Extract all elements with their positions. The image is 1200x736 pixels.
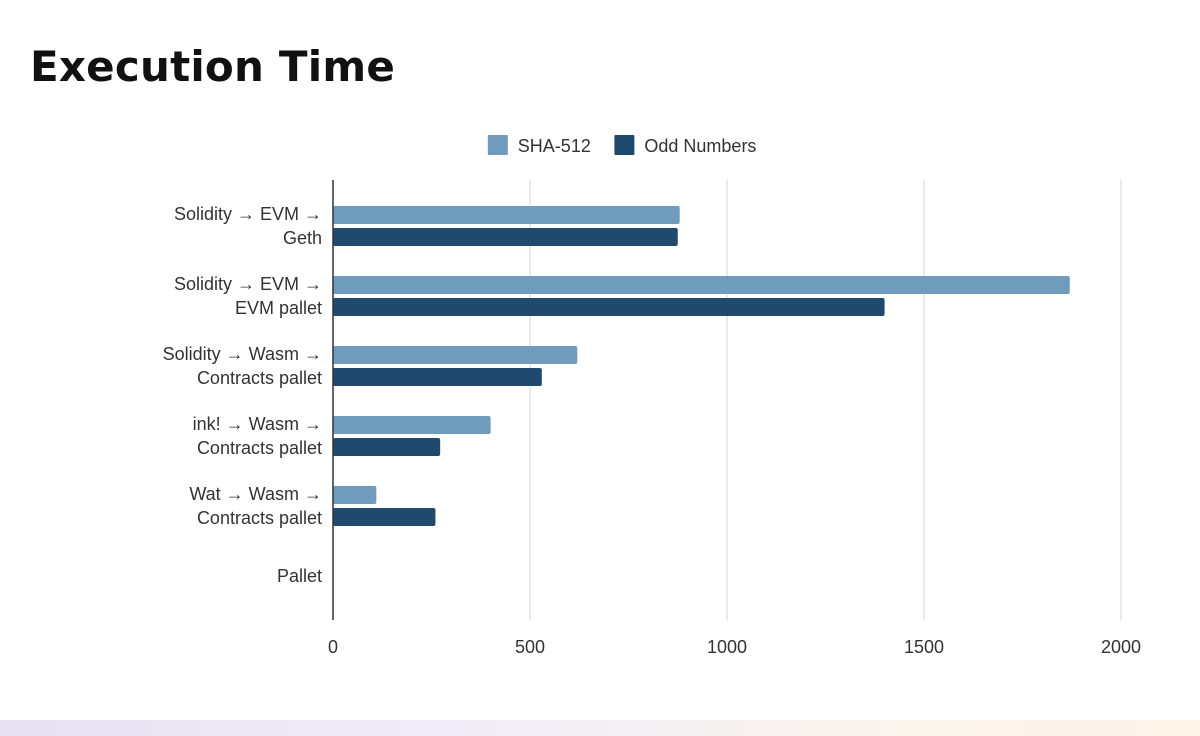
x-axis-ticks: 0 500 1000 1500 2000 — [328, 637, 1141, 657]
bars — [333, 206, 1070, 526]
y-category-label-3-1: Contracts pallet — [197, 438, 322, 458]
y-category-label-2-0: Solidity → Wasm → — [163, 344, 322, 364]
y-category-label-4-0: Wat → Wasm → — [189, 484, 322, 504]
y-category-label-3-0: ink! → Wasm → — [193, 414, 322, 434]
bar-sha-512-4 — [333, 486, 377, 504]
x-tick-label-1500: 1500 — [904, 637, 944, 657]
legend-swatch-odd-numbers — [614, 135, 635, 155]
y-category-label-5-0: Pallet — [277, 566, 322, 586]
y-category-label-0-0: Solidity → EVM → — [174, 204, 322, 224]
x-tick-label-0: 0 — [328, 637, 338, 657]
bar-odd-numbers-2 — [333, 368, 542, 386]
bar-odd-numbers-1 — [333, 298, 885, 316]
x-tick-label-500: 500 — [515, 637, 545, 657]
bar-odd-numbers-3 — [333, 438, 441, 456]
y-axis-labels: Solidity → EVM → Geth Solidity → EVM → EVM … — [163, 204, 322, 586]
legend-label-odd-numbers: Odd Numbers — [644, 136, 756, 156]
y-category-label-2-1: Contracts pallet — [197, 368, 322, 388]
slide-title: Execution Time — [30, 42, 396, 91]
bar-sha-512-2 — [333, 346, 578, 364]
x-tick-label-1000: 1000 — [707, 637, 747, 657]
legend-swatch-sha-512 — [487, 135, 508, 155]
legend-item-sha-512: SHA-512 — [487, 135, 591, 156]
footer-band — [0, 720, 1200, 736]
chart-legend: SHA-512 Odd Numbers — [487, 135, 756, 156]
y-category-label-0-1: Geth — [283, 228, 322, 248]
bar-sha-512-0 — [333, 206, 680, 224]
bar-odd-numbers-0 — [333, 228, 678, 246]
bar-odd-numbers-4 — [333, 508, 436, 526]
legend-label-sha-512: SHA-512 — [518, 136, 591, 156]
y-category-label-4-1: Contracts pallet — [197, 508, 322, 528]
y-category-label-1-0: Solidity → EVM → — [174, 274, 322, 294]
x-tick-label-2000: 2000 — [1101, 637, 1141, 657]
gridlines — [529, 180, 1122, 620]
y-category-label-1-1: EVM pallet — [235, 298, 322, 318]
bar-sha-512-1 — [333, 276, 1070, 294]
bar-sha-512-3 — [333, 416, 491, 434]
legend-item-odd-numbers: Odd Numbers — [614, 135, 756, 156]
